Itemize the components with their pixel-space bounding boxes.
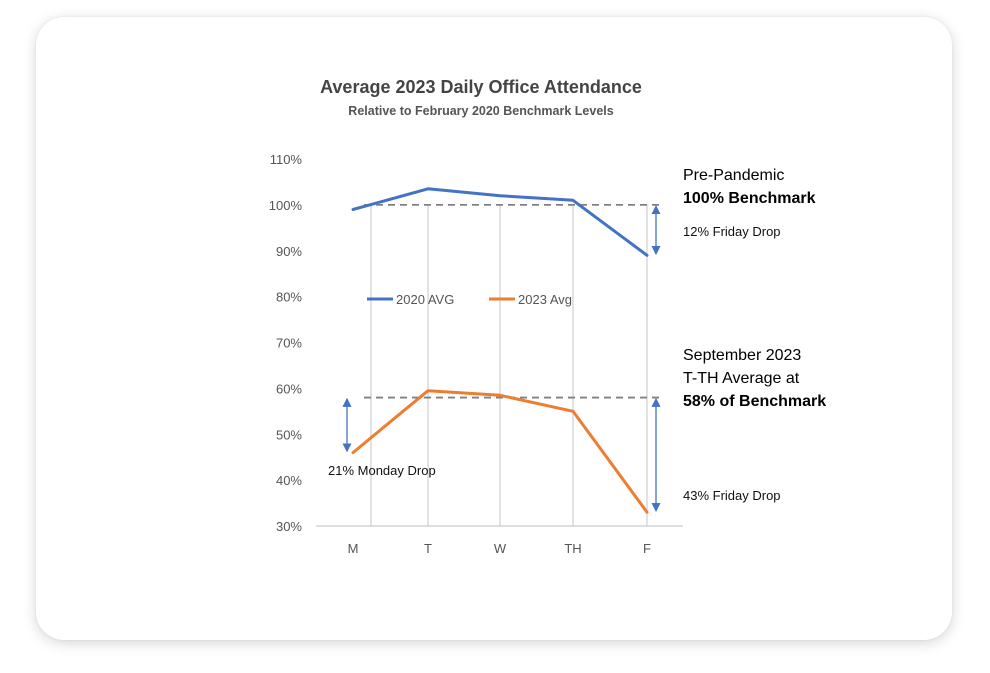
annotation-benchmark-58: 58% of Benchmark — [683, 393, 826, 410]
y-tick-label: 90% — [276, 244, 302, 259]
annotation-september-2023: September 2023 — [683, 347, 801, 364]
y-tick-label: 70% — [276, 336, 302, 351]
drop-arrows — [342, 205, 661, 513]
axes: 110% 100% 90% 80% 70% 60% 50% 40% 30% M T W TH F — [269, 152, 683, 556]
y-tick-label: 30% — [276, 519, 302, 534]
annotation-t-th-average: T-TH Average at — [683, 370, 800, 387]
x-tick-label: T — [424, 541, 432, 556]
series-line — [351, 389, 649, 514]
y-tick-label: 110% — [270, 152, 303, 167]
y-tick-label: 50% — [276, 427, 302, 442]
x-tick-label: F — [643, 541, 651, 556]
y-tick-label: 60% — [276, 381, 302, 396]
y-tick-label: 40% — [276, 473, 302, 488]
annotation-friday-drop-2020: 12% Friday Drop — [683, 224, 781, 239]
x-tick-label: TH — [564, 541, 581, 556]
chart-card — [36, 17, 952, 640]
annotation-pre-pandemic: Pre-Pandemic — [683, 167, 784, 184]
legend-label: 2020 AVG — [396, 292, 454, 307]
gridlines — [370, 204, 648, 526]
series-lines — [351, 187, 649, 514]
chart-title: Average 2023 Daily Office Attendance — [320, 77, 642, 97]
annotations: Pre-Pandemic 100% Benchmark 12% Friday D… — [328, 167, 826, 503]
series-line — [351, 187, 649, 257]
annotation-benchmark-100: 100% Benchmark — [683, 190, 816, 207]
annotation-monday-drop: 21% Monday Drop — [328, 463, 436, 478]
y-tick-label: 80% — [276, 290, 302, 305]
y-tick-label: 100% — [269, 198, 303, 213]
x-tick-label: M — [348, 541, 359, 556]
chart-subtitle: Relative to February 2020 Benchmark Leve… — [348, 104, 613, 118]
legend-label: 2023 Avg — [518, 292, 572, 307]
legend: 2020 AVG 2023 Avg — [367, 292, 572, 307]
x-tick-label: W — [494, 541, 507, 556]
annotation-friday-drop-2023: 43% Friday Drop — [683, 488, 781, 503]
